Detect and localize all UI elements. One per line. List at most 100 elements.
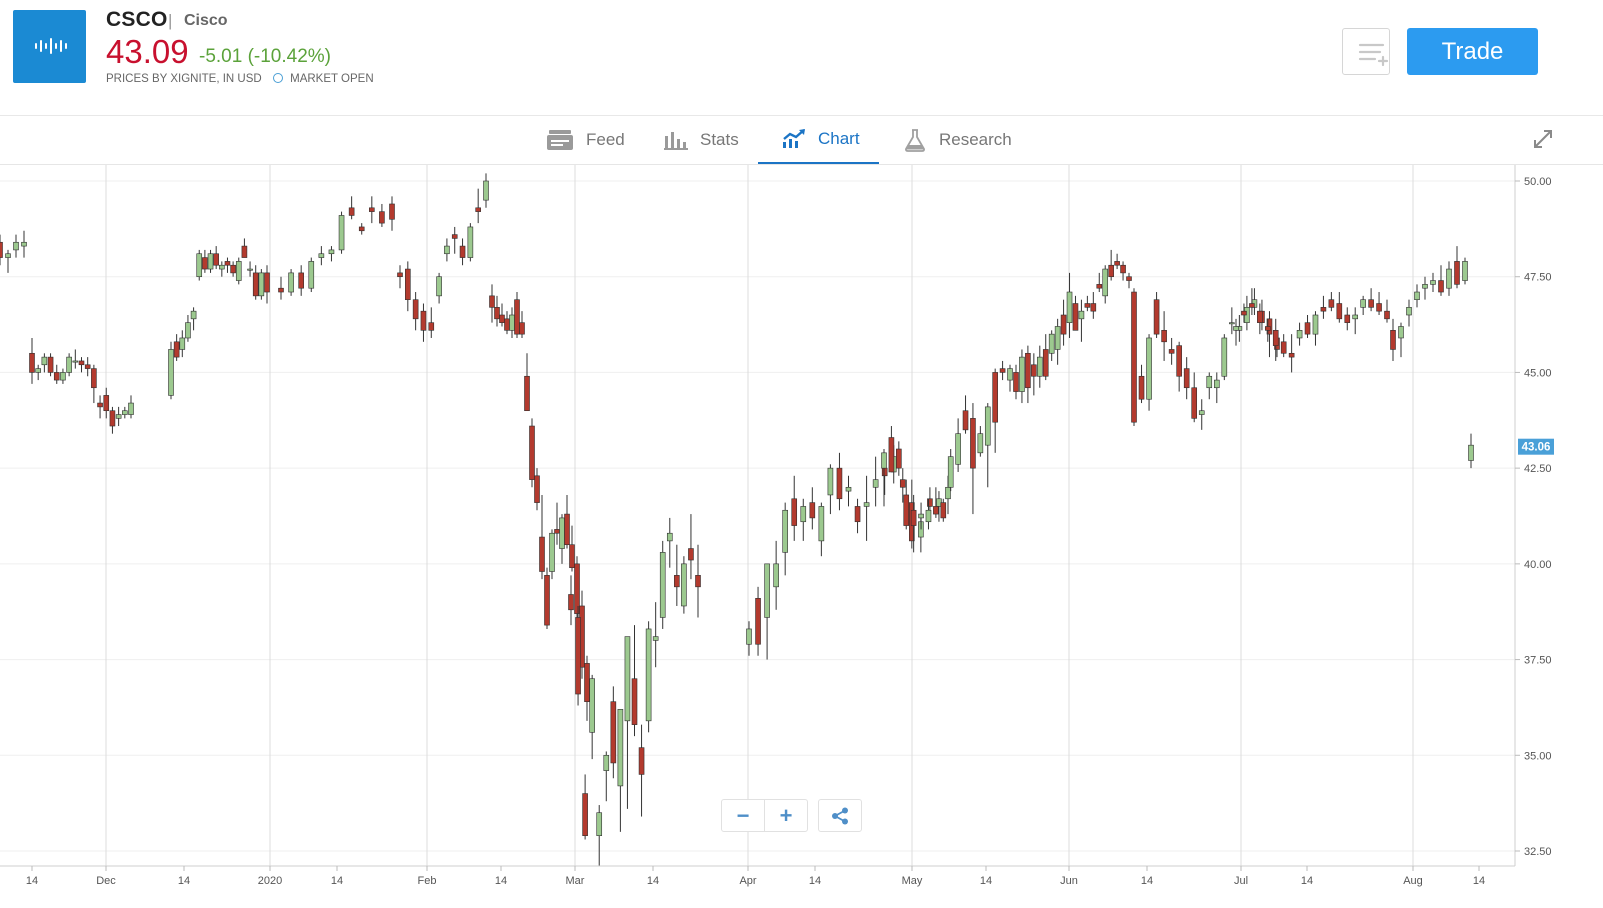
candle	[475, 188, 481, 224]
x-tick-label: Mar	[566, 875, 585, 887]
candle	[436, 272, 442, 304]
candle	[1036, 345, 1043, 388]
candle	[264, 265, 270, 304]
candle	[328, 246, 335, 262]
candle	[1183, 357, 1190, 400]
candle-body-down	[910, 509, 917, 526]
candle-body-up	[328, 249, 335, 255]
candle	[173, 334, 180, 361]
candle-body-down	[584, 663, 590, 702]
candle-body-down	[1060, 314, 1067, 335]
candle	[185, 315, 191, 342]
candle	[494, 295, 500, 327]
add-to-watchlist-button[interactable]	[1342, 28, 1390, 75]
candle	[603, 751, 610, 802]
x-tick-label: Jun	[1060, 875, 1078, 887]
tab-stats[interactable]: Stats	[664, 116, 739, 164]
candle-body-down	[1183, 368, 1190, 389]
candle-body-down	[1454, 261, 1460, 285]
y-tick-label: 35.00	[1524, 750, 1552, 762]
candle-body-up	[681, 563, 687, 607]
candle-body-down	[173, 341, 180, 358]
candle-body-down	[1031, 364, 1037, 377]
research-icon	[905, 129, 925, 152]
cisco-logo	[13, 10, 86, 83]
tab-chart[interactable]: Chart	[758, 116, 879, 164]
share-button[interactable]	[819, 800, 861, 831]
candle-body-up	[1233, 326, 1239, 331]
candle-body-up	[1206, 375, 1213, 389]
candle-body-up	[258, 272, 265, 297]
candle	[348, 196, 355, 220]
candle-body-down	[47, 356, 54, 373]
candle	[984, 403, 991, 488]
candle	[854, 498, 861, 534]
tab-research[interactable]: Research	[903, 116, 1012, 164]
candle-body-down	[554, 529, 560, 534]
candle	[428, 307, 435, 338]
cisco-bars-icon	[35, 38, 67, 54]
candle	[836, 452, 843, 511]
candle	[624, 636, 631, 809]
y-tick-label: 50.00	[1524, 176, 1552, 188]
candle	[1376, 292, 1382, 315]
candle	[358, 223, 365, 235]
candle-body-down	[888, 437, 895, 473]
candle-body-down	[489, 295, 495, 308]
candle-body-up	[1213, 379, 1220, 389]
chart-icon	[783, 129, 805, 148]
candle	[35, 364, 41, 381]
candle-body-down	[494, 307, 500, 320]
trade-button[interactable]: Trade	[1407, 28, 1538, 75]
candle	[168, 341, 174, 400]
candle-body-down	[940, 502, 947, 519]
candle-body-down	[534, 475, 540, 503]
candle	[1191, 372, 1198, 423]
instrument-header: CSCO | Cisco 43.09 -5.01 (-10.42%) PRICE…	[0, 0, 1603, 116]
candle	[1108, 249, 1114, 281]
candle-body-up	[1019, 356, 1025, 392]
candle-body-down	[369, 207, 375, 212]
candle	[29, 337, 35, 384]
candle	[782, 502, 788, 576]
price-chart[interactable]: 50.00 47.50 45.00 42.50 40.00 37.50 35.00 32.50…	[0, 165, 1603, 908]
zoom-out-button[interactable]: −	[736, 802, 750, 828]
candle	[1422, 276, 1428, 300]
candle-body-down	[420, 310, 427, 331]
candle	[1013, 364, 1019, 400]
candle-body-down	[809, 502, 816, 519]
candle-body-up	[1430, 280, 1436, 285]
candle-body-down	[1072, 303, 1079, 331]
candle	[1438, 265, 1444, 296]
candle	[13, 234, 19, 258]
candle-body-down	[899, 479, 906, 488]
candle	[1060, 299, 1067, 346]
candle-body-up	[617, 709, 624, 787]
candle-body-up	[773, 563, 779, 588]
candle	[224, 257, 231, 273]
candle-body-up	[318, 253, 325, 258]
candle-body-down	[1249, 303, 1255, 308]
candle	[1090, 292, 1097, 319]
candle-body-down	[1368, 299, 1374, 308]
candle	[489, 284, 495, 323]
candle	[1096, 272, 1103, 293]
candle	[1344, 307, 1351, 331]
candle-body-up	[1198, 410, 1205, 415]
zoom-in-button[interactable]: +	[764, 800, 807, 831]
candle	[688, 514, 694, 580]
candle-body-down	[896, 448, 902, 469]
candle-body-up	[1296, 330, 1303, 339]
candle-body-up	[624, 636, 631, 722]
candle	[610, 686, 617, 779]
candle	[1462, 257, 1468, 285]
fullscreen-icon[interactable]	[1532, 128, 1554, 150]
candle-body-down	[674, 575, 680, 588]
candle-body-down	[1042, 349, 1049, 377]
candle-body-down	[97, 402, 103, 408]
candle-body-down	[1090, 303, 1097, 312]
candle	[241, 238, 248, 258]
tab-feed[interactable]: Feed	[546, 116, 625, 164]
candle	[499, 303, 505, 327]
candle	[1161, 311, 1167, 361]
